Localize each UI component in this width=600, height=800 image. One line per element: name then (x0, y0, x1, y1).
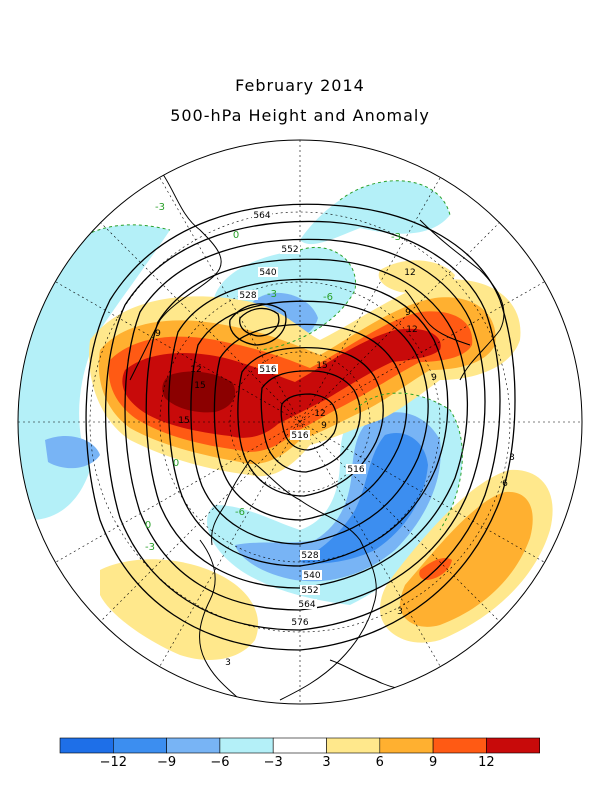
anomaly-contour-label: 0 (233, 230, 239, 241)
anomaly-pos6-atlantic (399, 491, 533, 627)
height-contour-label: 516 (291, 431, 308, 441)
anomaly-pos15-eurasia (162, 371, 236, 413)
legend-tick-label: −9 (157, 755, 176, 770)
graticule (18, 140, 582, 704)
height-contour-label: 576 (291, 618, 308, 628)
map-border (17, 139, 583, 705)
height-contour-label: 552 (281, 245, 298, 255)
height-contours (85, 203, 516, 651)
anomaly-contour-label: -3 (267, 289, 277, 300)
anomaly-labels: 9 12 15 15 12 9 9 12 15 12 9 6 3 3 3 -3 -3 -3 -6 -6 0 0 0 -3 (145, 202, 515, 668)
height-contour-label: 564 (298, 600, 315, 610)
continent-outlines (129, 169, 505, 701)
anomaly-contour-label: 0 (145, 520, 151, 531)
height-contour-label: 528 (301, 551, 318, 561)
anomaly-pos3-pacific (100, 559, 259, 660)
legend-tick-label: 12 (478, 755, 495, 770)
anomaly-contour-label: 0 (173, 458, 179, 469)
anomaly-contour-label: 15 (194, 381, 205, 391)
height-contour-label: 528 (239, 291, 256, 301)
anomaly-contour-label: -6 (235, 507, 245, 518)
anomaly-contour-label: 9 (155, 329, 161, 339)
anomaly-neg9-northamerica (300, 433, 428, 564)
height-contour-label: 540 (303, 571, 320, 581)
map-subtitle: 500-hPa Height and Anomaly (170, 106, 430, 125)
legend-tick-label: −3 (264, 755, 283, 770)
anomaly-contour-label: 12 (314, 409, 325, 419)
legend-bin-pos9 (432, 737, 487, 754)
anomaly-neg3-north (300, 180, 450, 245)
anomaly-contour-label: 12 (190, 365, 201, 375)
legend-bin-pos6 (379, 737, 434, 754)
legend-bin-pos3 (326, 737, 381, 754)
legend-tick-label: −12 (100, 755, 127, 770)
anomaly-contour-label: 12 (404, 268, 415, 278)
anomaly-contour-label: 12 (406, 325, 417, 335)
anomaly-contour-label: 15 (178, 416, 189, 426)
anomaly-contour-label: -3 (155, 202, 165, 213)
legend-tick-label: −6 (210, 755, 229, 770)
anomaly-contour-label: 9 (431, 373, 437, 383)
legend-bin-neg9 (113, 737, 167, 754)
legend-bin-neg6 (166, 737, 221, 754)
height-labels: 564 552 540 528 516 516 516 528 540 552 564 576 (238, 210, 366, 628)
height-contour-label: 552 (301, 586, 318, 596)
legend-tick-label: 6 (376, 755, 384, 770)
map-title: February 2014 (235, 76, 365, 95)
height-contour-label: 516 (259, 365, 276, 375)
height-contour-label: 564 (253, 211, 270, 221)
anomaly-contour-label: 3 (225, 658, 231, 668)
anomaly-contour-label: 3 (397, 607, 403, 617)
legend-bin-neutral (272, 737, 327, 754)
legend-tick-label: 9 (429, 755, 437, 770)
anomaly-contour-label: -6 (323, 292, 333, 303)
anomaly-contour-label: 3 (509, 453, 515, 463)
anomaly-contour-label: 9 (405, 308, 411, 318)
anomaly-contour-label: 6 (502, 479, 508, 489)
height-contour-label: 540 (259, 268, 276, 278)
anomaly-contour-label: 9 (321, 421, 327, 431)
legend-bin-pos12 (486, 737, 540, 754)
anomaly-pos3-northeurope (378, 260, 455, 293)
legend-bin-neg12 (59, 737, 114, 754)
legend-tick-label: 3 (322, 755, 330, 770)
anomaly-contour-label: -3 (145, 542, 155, 553)
anomaly-contour-label: 15 (316, 361, 327, 371)
height-contour-label: 516 (347, 465, 364, 475)
anomaly-contour-label: -3 (391, 232, 401, 243)
legend-bin-neg3 (219, 737, 274, 754)
